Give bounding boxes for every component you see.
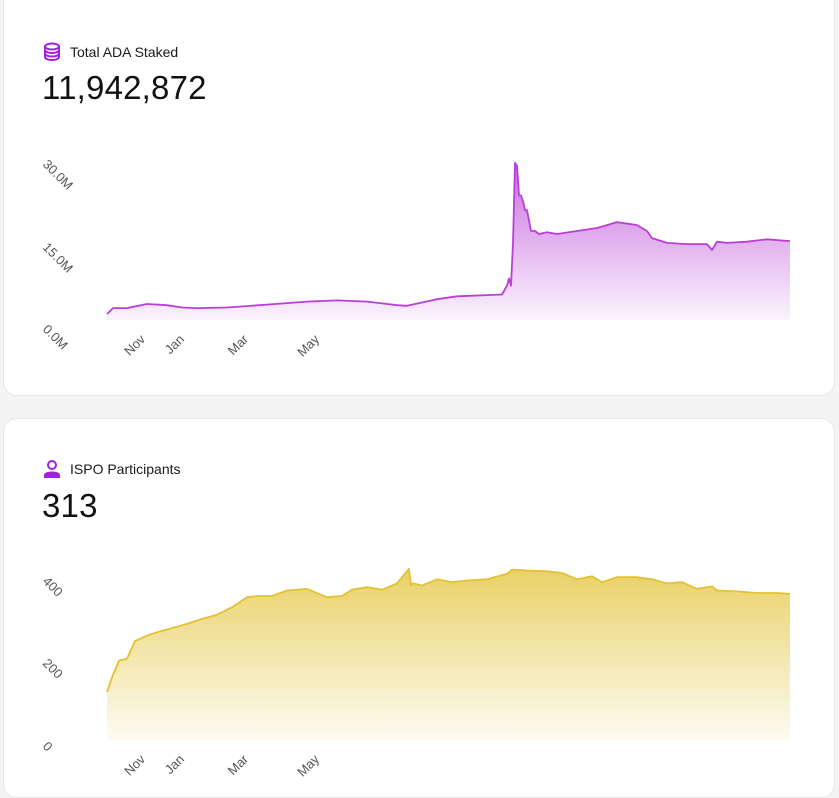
x-tick-label: May xyxy=(294,751,322,779)
x-tick-label: Jan xyxy=(162,752,187,777)
user-icon xyxy=(44,460,60,478)
stat-value: 313 xyxy=(42,487,98,524)
stat-value: 11,942,872 xyxy=(42,69,207,106)
series-area xyxy=(107,568,790,740)
y-tick-label: 400 xyxy=(40,574,66,600)
series-area xyxy=(107,162,790,320)
card-header: Total ADA Staked xyxy=(42,42,178,62)
total-ada-staked-card: Total ADA Staked 11,942,872 xyxy=(3,0,835,396)
x-tick-label: Nov xyxy=(121,751,148,778)
card-title: Total ADA Staked xyxy=(70,44,179,60)
series-line xyxy=(106,567,791,693)
coins-stack-icon xyxy=(44,42,60,62)
y-tick-label: 0 xyxy=(40,739,56,755)
card-title: ISPO Participants xyxy=(70,461,181,477)
participants-chart: 0 200 400 Nov Jan Mar May xyxy=(40,567,791,779)
x-tick-label: Mar xyxy=(225,751,252,778)
series-line xyxy=(106,161,791,315)
card-header: ISPO Participants xyxy=(42,459,181,479)
y-tick-label: 200 xyxy=(40,656,66,682)
